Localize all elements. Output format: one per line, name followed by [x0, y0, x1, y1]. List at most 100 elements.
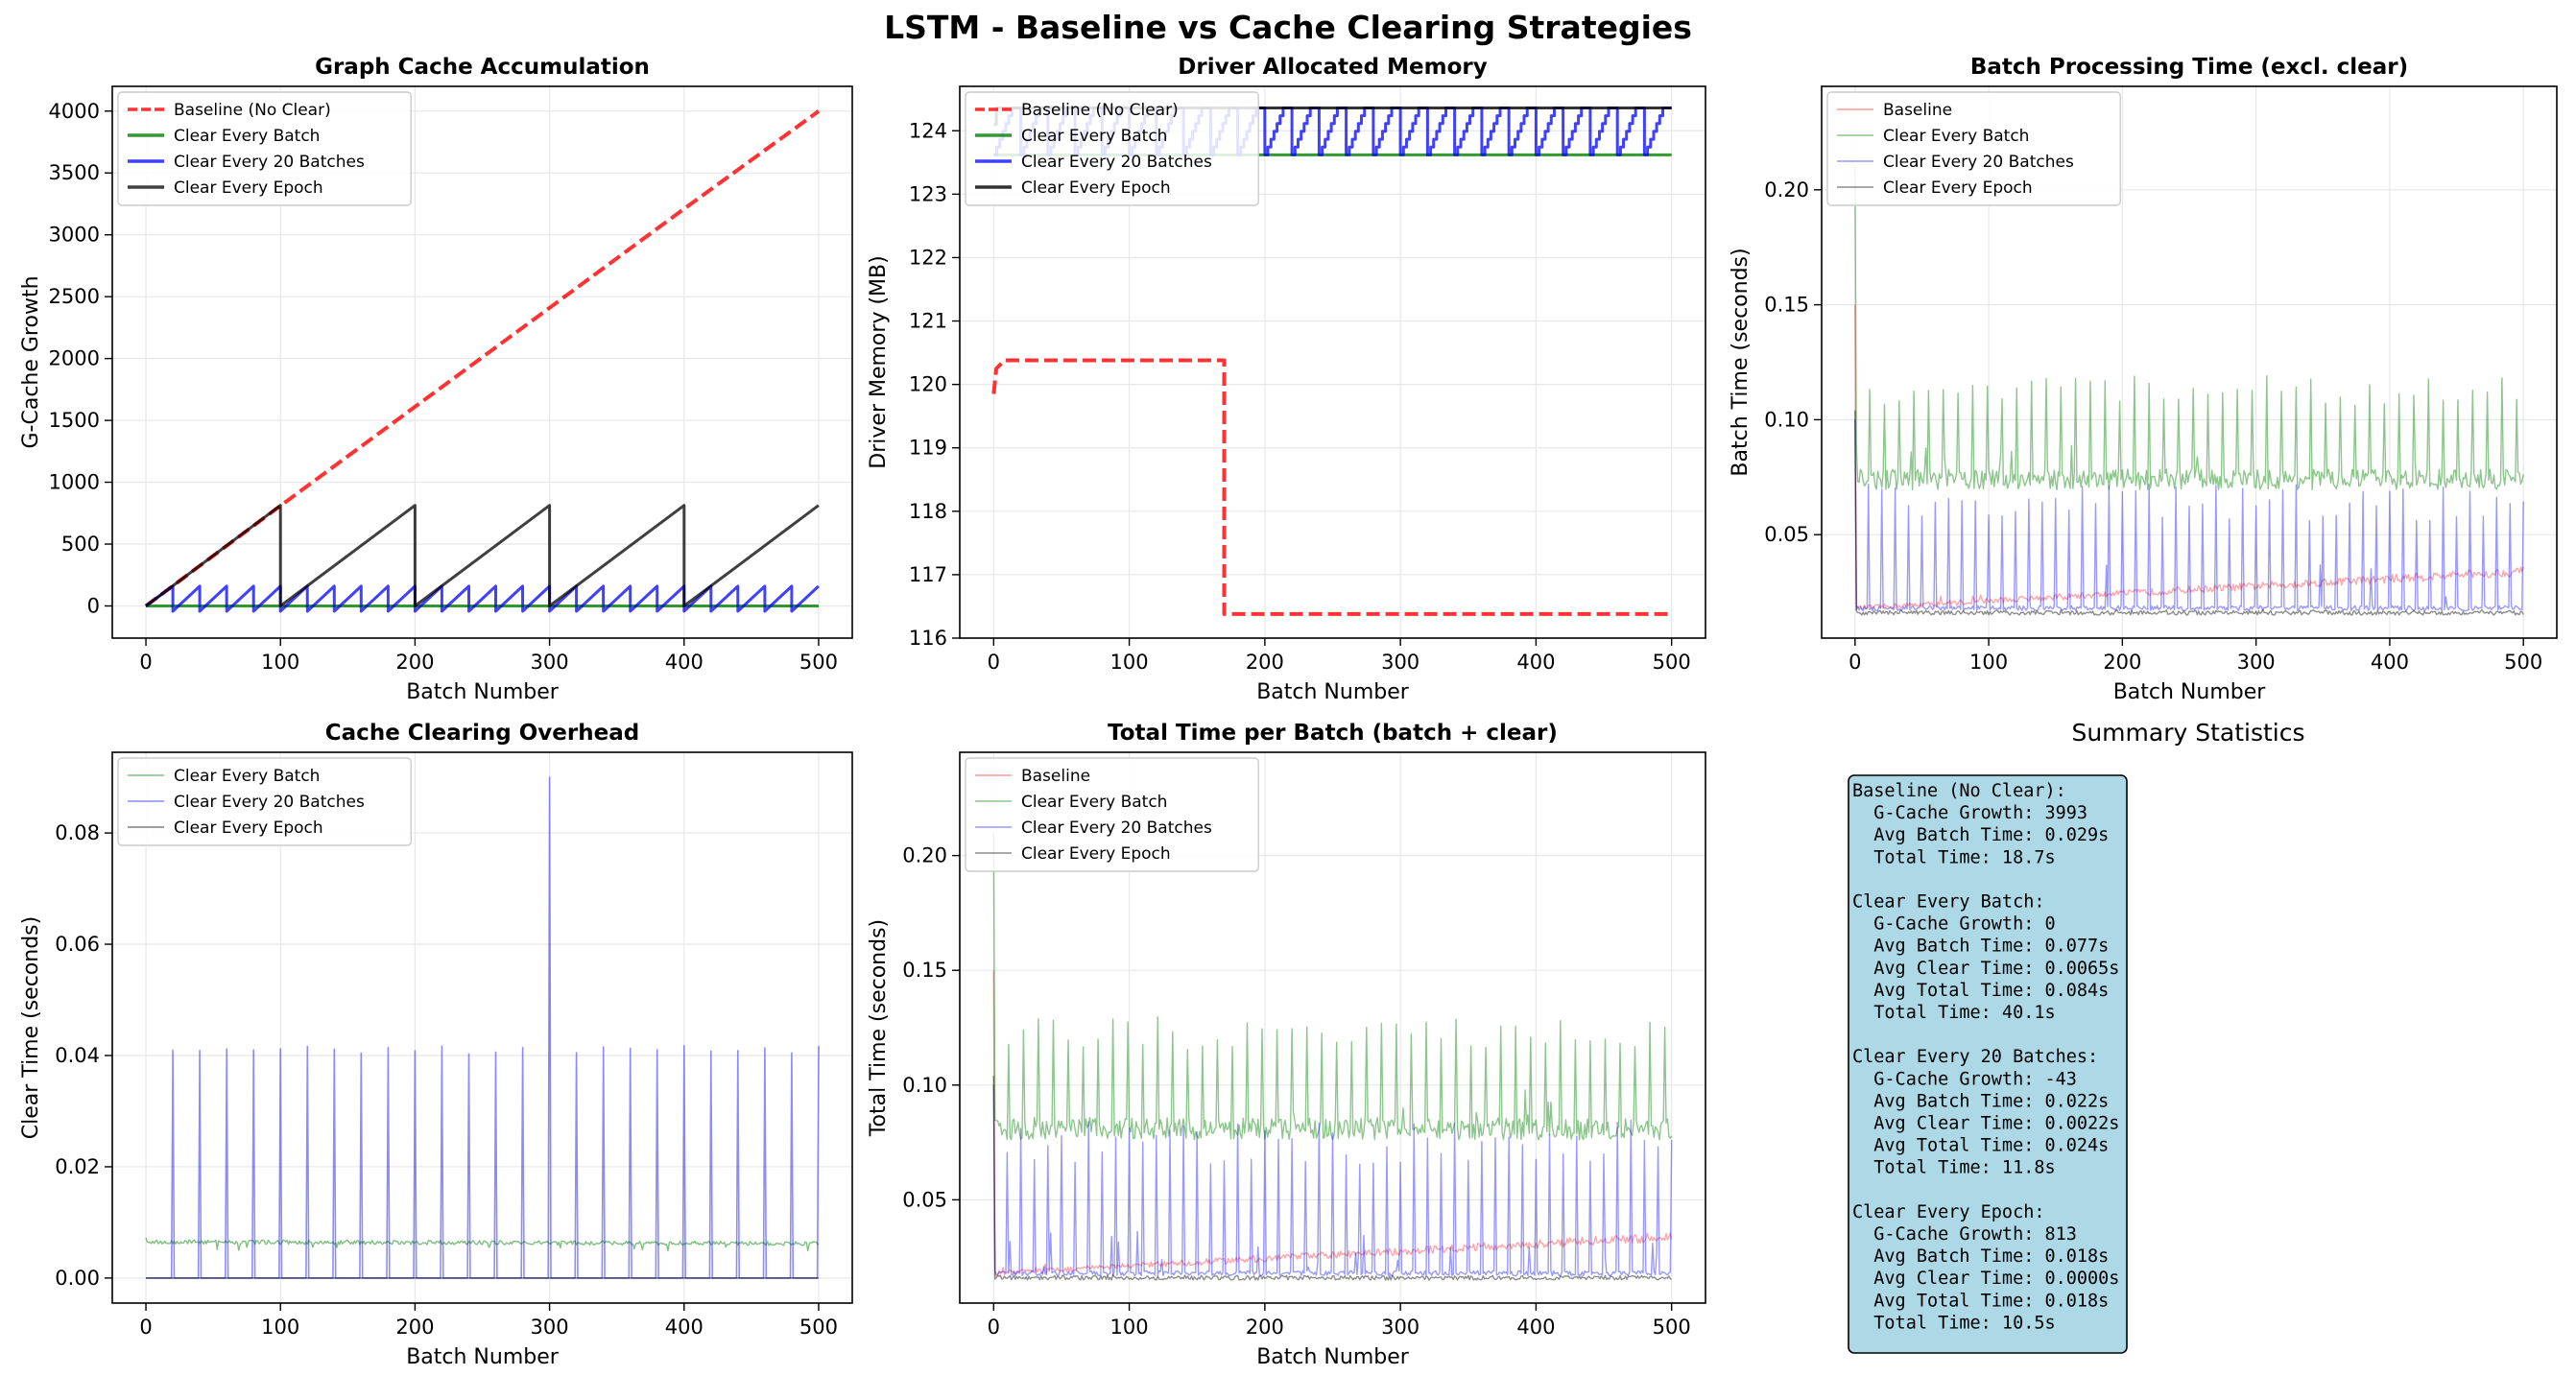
summary-line: G-Cache Growth: 3993 [1852, 803, 2087, 823]
legend-label: Clear Every 20 Batches [1021, 153, 1212, 172]
series-baseline [992, 970, 1673, 1276]
series-baseline [1854, 304, 2524, 610]
summary-line: Avg Batch Time: 0.018s [1852, 1246, 2109, 1267]
summary-text: Baseline (No Clear): G-Cache Growth: 399… [1852, 781, 2119, 1333]
series-clear-every-20-batches [1854, 419, 2524, 612]
y-tick-label: 1000 [49, 471, 100, 494]
legend-label: Clear Every Batch [1021, 127, 1167, 146]
x-axis-label: Batch Number [406, 1345, 560, 1369]
legend-label: Clear Every Batch [1021, 793, 1167, 812]
chart-title: Graph Cache Accumulation [315, 55, 650, 80]
y-tick-label: 0.06 [55, 933, 100, 956]
x-tick-label: 500 [1653, 651, 1691, 674]
chart-cache: 0 100 200 300 400 500 0 500 1000 1500 2000 2500 3000… [19, 55, 853, 704]
summary-line: Avg Clear Time: 0.0000s [1852, 1269, 2119, 1289]
legend-frame [117, 91, 412, 206]
summary-line: G-Cache Growth: 813 [1852, 1224, 2077, 1245]
x-tick-label: 100 [1110, 651, 1149, 674]
x-tick-label: 300 [1381, 1316, 1419, 1339]
summary-line: Clear Every Epoch: [1852, 1202, 2044, 1222]
summary-line: Total Time: 10.5s [1852, 1313, 2056, 1333]
axes-frame [1821, 85, 2558, 639]
y-tick-label: 2500 [49, 285, 100, 308]
y-tick-label: 0.15 [902, 959, 947, 982]
legend: Baseline Clear Every Batch Clear Every 20 … [965, 757, 1259, 872]
legend-label: Clear Every Epoch [1021, 178, 1171, 198]
legend-frame [965, 757, 1259, 872]
x-tick-label: 100 [1110, 1316, 1149, 1339]
y-tick-label: 0.08 [55, 821, 100, 844]
y-tick-label: 0.10 [1764, 408, 1809, 431]
x-tick-label: 0 [1849, 651, 1861, 674]
x-tick-label: 500 [2504, 651, 2542, 674]
y-tick-label: 116 [909, 627, 947, 650]
legend-label: Clear Every 20 Batches [1021, 818, 1212, 838]
y-tick-label: 3000 [49, 224, 100, 247]
y-tick-label: 4000 [49, 100, 100, 123]
axes-frame [959, 751, 1706, 1304]
summary-line: Avg Clear Time: 0.0065s [1852, 959, 2119, 979]
x-tick-label: 100 [1969, 651, 2008, 674]
y-tick-label: 119 [909, 437, 947, 460]
y-tick-label: 2000 [49, 347, 100, 370]
x-tick-label: 400 [665, 1316, 704, 1339]
y-tick-label: 500 [61, 533, 100, 556]
y-tick-label: 122 [909, 246, 947, 269]
y-tick-label: 3500 [49, 161, 100, 184]
y-tick-label: 0.20 [1764, 178, 1809, 202]
summary-line: Clear Every Batch: [1852, 892, 2044, 913]
x-tick-label: 0 [139, 651, 152, 674]
chart-total: 0 100 200 300 400 500 0.05 0.10 0.15 0.20 Total Ti… [867, 721, 1706, 1369]
chart-memory: 0 100 200 300 400 500 116 117 118 119 120 121 122 123… [867, 55, 1706, 704]
legend-frame [1826, 91, 2121, 206]
y-tick-label: 0.15 [1764, 294, 1809, 317]
summary-line: Total Time: 40.1s [1852, 1003, 2056, 1023]
x-tick-label: 400 [665, 651, 704, 674]
legend-frame [117, 757, 412, 846]
x-tick-label: 0 [139, 1316, 152, 1339]
summary-line: G-Cache Growth: 0 [1852, 914, 2056, 935]
summary-line: Clear Every 20 Batches: [1852, 1047, 2098, 1067]
legend-label: Baseline (No Clear) [174, 101, 331, 120]
x-tick-label: 300 [1381, 651, 1419, 674]
series-clear-every-20-batches [146, 776, 820, 1279]
summary-line: Baseline (No Clear): [1852, 781, 2066, 801]
x-axis-label: Batch Number [2113, 680, 2267, 704]
summary-line: Avg Batch Time: 0.029s [1852, 825, 2109, 845]
x-tick-label: 400 [1516, 651, 1555, 674]
summary-line: Avg Total Time: 0.018s [1852, 1291, 2109, 1311]
x-axis-label: Batch Number [1256, 680, 1410, 704]
x-tick-label: 200 [2103, 651, 2141, 674]
y-axis-label: G-Cache Growth [19, 275, 43, 448]
series-group [144, 109, 821, 613]
summary-line: G-Cache Growth: -43 [1852, 1069, 2077, 1089]
y-tick-label: 1500 [49, 409, 100, 432]
summary-line [1852, 1025, 1863, 1045]
series-clear-every-batch [992, 832, 1673, 1141]
legend-label: Baseline [1883, 101, 1952, 120]
x-tick-label: 500 [799, 1316, 838, 1339]
axes-frame [111, 751, 853, 1304]
y-tick-label: 123 [909, 182, 947, 205]
legend-label: Clear Every Epoch [1021, 844, 1171, 864]
chart-title: Cache Clearing Overhead [325, 721, 639, 746]
summary-line [1852, 869, 1863, 890]
summary-line: Avg Clear Time: 0.0022s [1852, 1114, 2119, 1134]
x-tick-label: 400 [1516, 1316, 1555, 1339]
x-tick-label: 0 [988, 651, 1000, 674]
series-group [145, 776, 820, 1279]
y-tick-label: 0.05 [902, 1188, 947, 1211]
y-tick-label: 117 [909, 563, 947, 586]
y-axis-label: Total Time (seconds) [867, 919, 891, 1137]
legend-label: Clear Every Epoch [174, 178, 323, 198]
charts-area: 0 100 200 300 400 500050010001500200025003000… [19, 55, 2558, 1369]
legend-label: Clear Every Batch [174, 767, 320, 786]
x-tick-label: 300 [2237, 651, 2276, 674]
summary-line: Total Time: 18.7s [1852, 847, 2056, 867]
legend: Clear Every Batch Clear Every 20 Batches C… [117, 757, 412, 846]
series-clear-every-batch [1854, 166, 2524, 490]
summary-box [1848, 774, 2128, 1354]
series-baseline-no-clear [991, 358, 1672, 616]
y-tick-label: 0.04 [55, 1044, 100, 1067]
y-tick-label: 124 [909, 119, 947, 142]
